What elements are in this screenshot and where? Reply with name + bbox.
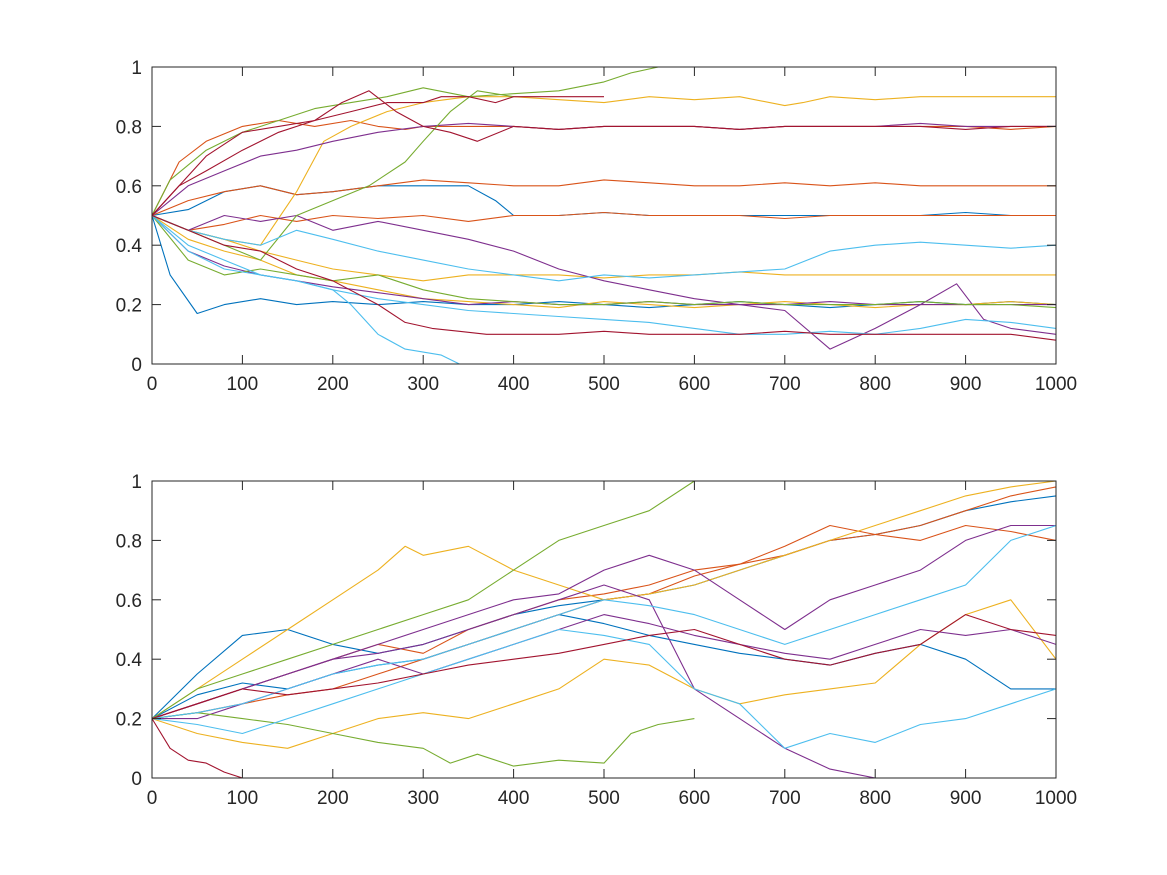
top-plot-panel: 0 100 200 300 400 500 600 700 800 900 1000 0 0.2 0.4 0… <box>116 58 1078 395</box>
series-line-10 <box>152 481 1056 720</box>
x-tick-label: 1000 <box>1035 374 1077 395</box>
series-line-3 <box>152 179 1056 217</box>
x-tick-label: 200 <box>317 374 349 395</box>
x-tick-label: 400 <box>498 788 530 809</box>
y-tick-label: 0.4 <box>116 236 143 257</box>
y-tick-label: 0.2 <box>116 710 142 731</box>
series-line-6 <box>152 96 1056 246</box>
series-group <box>152 481 1056 778</box>
y-tick-label: 0.8 <box>116 531 142 552</box>
series-line-7 <box>152 214 1056 282</box>
x-tick-label: 500 <box>588 788 620 809</box>
y-tick-label: 1 <box>131 58 142 79</box>
x-tick-label: 600 <box>679 374 711 395</box>
x-tick-label: 400 <box>498 374 530 395</box>
y-tick-label: 1 <box>131 472 142 493</box>
series-line-10 <box>152 214 1056 350</box>
series-line-15 <box>152 614 1056 720</box>
x-tick-label: 0 <box>147 374 158 395</box>
x-tick-label: 900 <box>950 374 982 395</box>
series-line-17 <box>152 215 1056 335</box>
y-tick-label: 0.8 <box>116 117 142 138</box>
series-line-11 <box>152 712 695 767</box>
series-line-16 <box>152 215 460 364</box>
series-line-13 <box>152 524 1056 720</box>
series-line-20 <box>152 96 604 216</box>
x-tick-label: 300 <box>407 374 439 395</box>
x-tick-label: 1000 <box>1035 788 1077 809</box>
series-line-12 <box>152 67 659 216</box>
y-tick-label: 0.4 <box>116 650 143 671</box>
x-tick-label: 300 <box>407 788 439 809</box>
series-line-14 <box>152 718 650 778</box>
x-tick-label: 100 <box>227 374 259 395</box>
series-line-6 <box>152 599 1056 749</box>
x-tick-label: 900 <box>950 788 982 809</box>
y-tick-label: 0.6 <box>116 591 142 612</box>
x-tick-label: 500 <box>588 374 620 395</box>
y-tick-label: 0.2 <box>116 296 142 317</box>
x-tick-label: 700 <box>769 374 801 395</box>
series-group <box>152 67 1056 364</box>
x-tick-label: 200 <box>317 788 349 809</box>
bottom-plot-panel: 0 100 200 300 400 500 600 700 800 900 1000 0 0.2 0.4 0… <box>116 472 1078 809</box>
x-tick-label: 800 <box>859 788 891 809</box>
series-line-15 <box>152 214 1056 282</box>
x-tick-label: 100 <box>227 788 259 809</box>
x-tick-label: 800 <box>859 374 891 395</box>
series-line-18 <box>152 90 1056 216</box>
y-tick-label: 0.6 <box>116 177 142 198</box>
series-line-19 <box>152 214 1056 341</box>
series-line-14 <box>152 215 1056 309</box>
y-tick-label: 0 <box>131 769 142 790</box>
x-tick-label: 600 <box>679 788 711 809</box>
series-line-8 <box>152 524 1056 720</box>
x-tick-label: 700 <box>769 788 801 809</box>
x-tick-label: 0 <box>147 788 158 809</box>
series-line-12 <box>152 628 1056 749</box>
y-tick-label: 0 <box>131 355 142 376</box>
